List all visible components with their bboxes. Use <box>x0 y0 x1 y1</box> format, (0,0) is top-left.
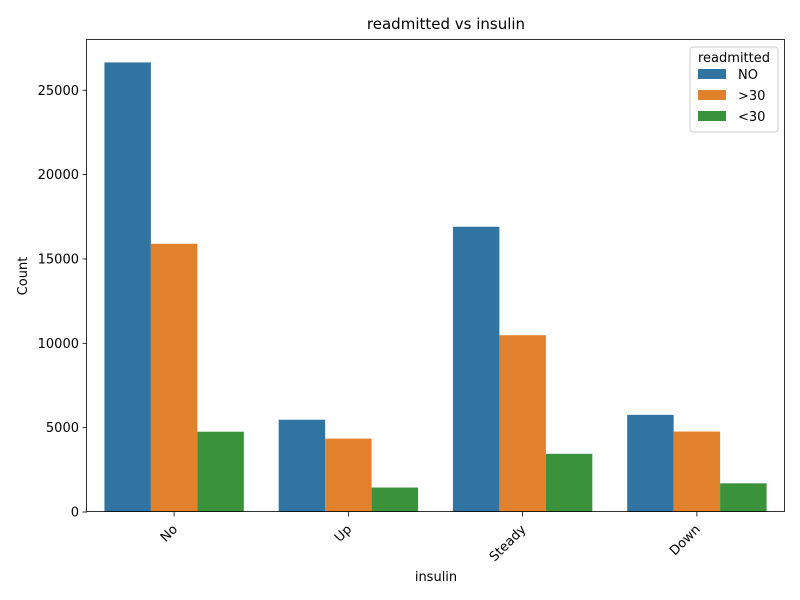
bar-up-1 <box>325 438 372 512</box>
legend-swatch <box>698 69 726 79</box>
bar-no-2 <box>197 431 244 512</box>
plot-frame <box>86 39 785 512</box>
bar-steady-2 <box>545 453 593 512</box>
x-tick-label: No <box>158 522 181 545</box>
x-axis-label: insulin <box>415 570 457 585</box>
y-tick-label: 0 <box>71 506 79 521</box>
x-tick-label: Down <box>667 522 704 559</box>
bar-no-1 <box>150 243 198 512</box>
legend-title: readmitted <box>698 51 770 66</box>
legend-box <box>689 46 779 133</box>
bars-group <box>104 62 767 513</box>
bar-up-2 <box>371 487 419 512</box>
x-tick-label: Up <box>332 522 355 545</box>
y-tick-label: 20000 <box>38 168 79 183</box>
bar-no-0 <box>104 62 151 512</box>
legend: readmitted NO >30 <30 <box>689 46 779 133</box>
bar-down-2 <box>720 483 767 512</box>
bar-down-0 <box>627 414 674 512</box>
y-tick-label: 5000 <box>46 421 79 436</box>
legend-swatch <box>698 90 726 100</box>
y-axis-ticks: 0 5000 10000 15000 20000 25000 <box>38 84 87 521</box>
x-axis-ticks: No Up Steady Down <box>158 512 704 565</box>
bar-steady-1 <box>499 335 546 512</box>
y-tick-label: 10000 <box>38 337 79 352</box>
legend-label: >30 <box>738 89 765 104</box>
legend-swatch <box>698 111 726 121</box>
legend-label: <30 <box>738 110 765 125</box>
y-tick-label: 25000 <box>38 84 79 99</box>
y-tick-label: 15000 <box>38 252 79 267</box>
bar-down-1 <box>673 431 721 512</box>
y-axis-label: Count <box>16 257 31 296</box>
chart-title: readmitted vs insulin <box>367 15 525 33</box>
bar-steady-0 <box>452 226 500 513</box>
legend-label: NO <box>738 68 758 83</box>
x-tick-label: Steady <box>487 522 530 565</box>
bar-up-0 <box>278 419 326 512</box>
